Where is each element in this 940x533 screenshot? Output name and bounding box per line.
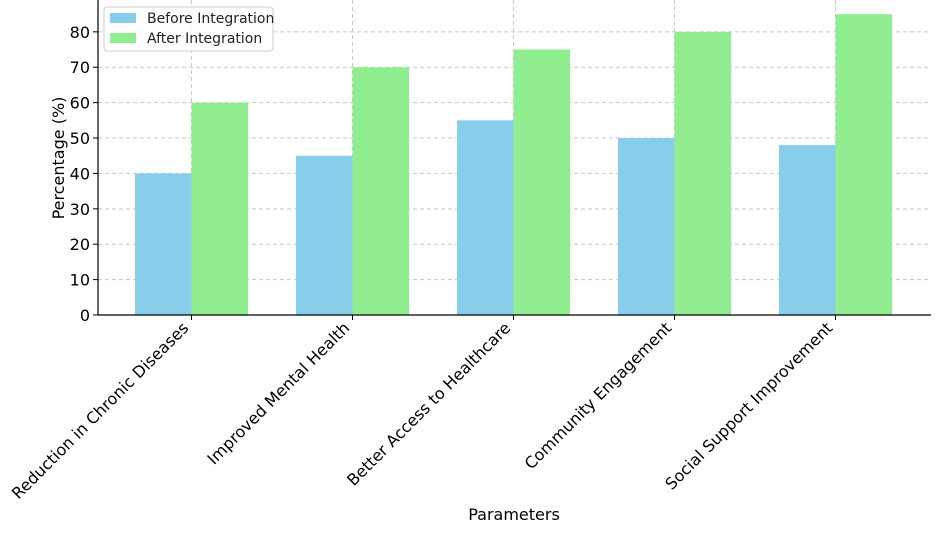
legend-swatch-after bbox=[110, 33, 136, 43]
bar-before-0 bbox=[135, 173, 192, 315]
legend-label-before: Before Integration bbox=[147, 11, 274, 27]
x-tick-label: Community Engagement bbox=[521, 318, 676, 473]
bar-after-0 bbox=[191, 102, 248, 316]
y-tick-label: 0 bbox=[80, 306, 90, 325]
x-axis-title: Parameters bbox=[468, 505, 560, 524]
legend: Before Integration After Integration bbox=[103, 6, 274, 52]
bar-before-1 bbox=[296, 155, 353, 315]
y-tick-label: 40 bbox=[70, 164, 90, 183]
y-ticks: 0 10 20 30 40 50 60 70 80 bbox=[70, 23, 98, 325]
bar-after-3 bbox=[674, 31, 731, 315]
y-tick-label: 10 bbox=[70, 271, 90, 290]
bars bbox=[135, 14, 892, 316]
axes bbox=[97, 0, 931, 316]
y-tick-label: 70 bbox=[70, 58, 90, 77]
x-tick-label: Improved Mental Health bbox=[203, 318, 353, 468]
y-tick-label: 50 bbox=[70, 129, 90, 148]
y-axis-title: Percentage (%) bbox=[49, 97, 68, 220]
bar-after-4 bbox=[835, 14, 892, 316]
x-ticks: Reduction in Chronic Diseases Improved Me… bbox=[8, 315, 836, 503]
y-tick-label: 20 bbox=[70, 235, 90, 254]
x-tick-label: Social Support Improvement bbox=[661, 318, 836, 493]
bar-before-3 bbox=[618, 138, 675, 315]
bar-before-2 bbox=[457, 120, 514, 315]
legend-label-after: After Integration bbox=[147, 31, 262, 47]
bar-after-2 bbox=[513, 49, 570, 315]
bar-after-1 bbox=[352, 67, 409, 315]
legend-box bbox=[103, 6, 274, 52]
y-tick-label: 80 bbox=[70, 23, 90, 42]
bar-before-4 bbox=[779, 145, 836, 315]
x-tick-label: Reduction in Chronic Diseases bbox=[8, 318, 192, 502]
y-tick-label: 60 bbox=[70, 94, 90, 113]
x-tick-label: Better Access to Healthcare bbox=[343, 318, 514, 489]
y-tick-label: 30 bbox=[70, 200, 90, 219]
legend-swatch-before bbox=[110, 13, 136, 23]
